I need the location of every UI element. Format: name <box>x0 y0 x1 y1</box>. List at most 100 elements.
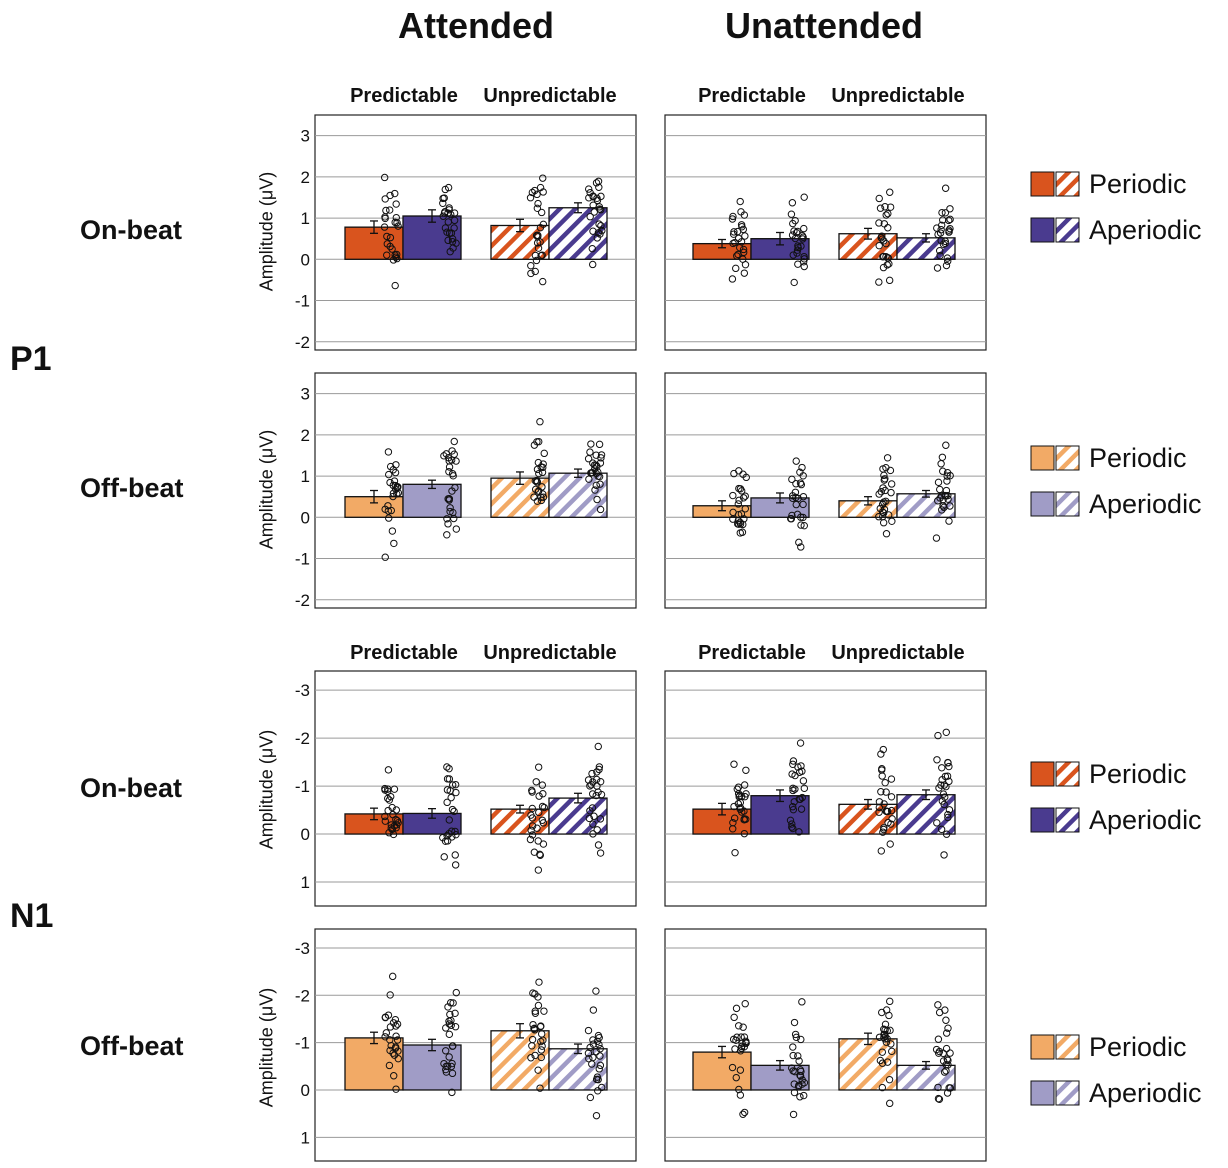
participant-point <box>886 188 894 196</box>
participant-point <box>879 828 887 836</box>
participant-point <box>875 278 883 286</box>
participant-point <box>882 497 890 506</box>
participant-point <box>439 199 447 207</box>
participant-point <box>739 248 748 257</box>
participant-point <box>878 765 886 773</box>
y-tick-label: 1 <box>301 873 310 892</box>
participant-point <box>789 494 797 503</box>
participant-point <box>938 797 947 805</box>
participant-point <box>585 194 593 202</box>
participant-point <box>734 1022 743 1030</box>
participant-point <box>536 418 544 426</box>
participant-point <box>790 1080 798 1088</box>
participant-point <box>934 230 942 239</box>
participant-point <box>588 769 596 778</box>
plot-frame <box>664 372 987 609</box>
cond-title-unpredictable: Unpredictable <box>831 642 965 664</box>
participant-point <box>799 513 807 522</box>
participant-point <box>942 261 951 270</box>
participant-point <box>528 831 537 839</box>
participant-point <box>940 1068 949 1076</box>
participant-point <box>883 261 891 269</box>
participant-point <box>534 1001 543 1010</box>
participant-point <box>796 739 805 747</box>
participant-point <box>589 820 597 828</box>
participant-point <box>876 1056 885 1065</box>
participant-point <box>946 215 954 224</box>
participant-point <box>381 214 389 223</box>
participant-point <box>389 489 398 497</box>
participant-point <box>594 177 603 185</box>
participant-point <box>942 1029 951 1037</box>
participant-point <box>888 1047 896 1056</box>
participant-point <box>381 817 390 825</box>
participant-point <box>800 521 808 530</box>
participant-point <box>735 1085 743 1094</box>
participant-point <box>787 514 795 523</box>
participant-point <box>387 1041 395 1050</box>
participant-point <box>440 1059 448 1068</box>
participant-point <box>539 174 547 182</box>
participant-point <box>584 1049 593 1057</box>
participant-point <box>884 224 892 232</box>
participant-point <box>795 768 804 777</box>
participant-point <box>794 763 802 771</box>
participant-point <box>882 788 890 796</box>
participant-point <box>885 276 894 285</box>
participant-point <box>945 806 954 814</box>
participant-point <box>442 1024 450 1032</box>
participant-point <box>729 508 737 517</box>
participant-point <box>795 538 803 547</box>
participant-point <box>386 478 394 487</box>
participant-point <box>539 460 547 468</box>
legend-swatch-hatched-aperiodic <box>1055 217 1080 243</box>
participant-point <box>731 1045 739 1053</box>
participant-point <box>881 486 889 495</box>
y-tick-label: 0 <box>301 508 310 527</box>
participant-point <box>887 775 896 783</box>
participant-point <box>394 489 403 497</box>
participant-point <box>443 798 451 807</box>
participant-point <box>800 784 809 793</box>
participant-point <box>394 819 402 827</box>
participant-point <box>539 463 547 472</box>
participant-point <box>539 790 547 798</box>
participant-point <box>945 762 953 771</box>
chart-n1-offbeat-attended: -3 -2 -1 0 1 <box>295 928 637 1162</box>
participant-point <box>450 209 459 217</box>
participant-point <box>596 777 605 786</box>
participant-point <box>589 1036 597 1044</box>
y-tick-label: 0 <box>301 825 310 844</box>
legend-swatch-hatched-periodic <box>1055 171 1080 197</box>
participant-point <box>527 826 535 834</box>
participant-point <box>786 816 795 825</box>
participant-point <box>597 222 605 230</box>
participant-point <box>792 457 800 465</box>
bar-predictable-aperiodic <box>402 1044 462 1091</box>
chart-p1-onbeat-attended: -2 -1 0 1 2 3 <box>295 114 637 352</box>
participant-point <box>943 469 952 477</box>
participant-point <box>447 827 456 835</box>
participant-point <box>394 1054 402 1063</box>
participant-point <box>729 491 737 500</box>
plot-frame <box>314 372 637 609</box>
y-tick-label: -3 <box>295 939 310 958</box>
participant-point <box>938 776 946 784</box>
participant-point <box>877 487 885 496</box>
participant-point <box>445 775 454 783</box>
participant-point <box>875 513 883 521</box>
participant-point <box>385 470 393 479</box>
participant-point <box>596 1052 604 1060</box>
participant-point <box>443 531 451 539</box>
participant-point <box>884 818 892 827</box>
participant-point <box>389 466 397 474</box>
participant-point <box>536 850 544 859</box>
participant-point <box>445 1053 453 1061</box>
legend-swatch-solid-periodic <box>1030 761 1055 787</box>
participant-point <box>392 213 400 222</box>
participant-point <box>934 1083 942 1092</box>
participant-point <box>588 804 597 812</box>
participant-point <box>877 847 886 855</box>
participant-point <box>595 220 603 228</box>
legend-swatch-solid-aperiodic <box>1030 491 1055 517</box>
